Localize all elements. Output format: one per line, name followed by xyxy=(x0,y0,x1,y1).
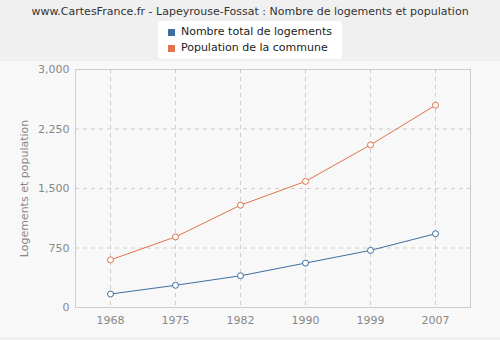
svg-text:0: 0 xyxy=(63,301,70,314)
svg-text:1,500: 1,500 xyxy=(38,182,70,195)
html-text:www.CartesFrance.fr - Lapeyrou: www.CartesFrance.fr - Lapeyrouse-Fossat … xyxy=(31,5,469,18)
svg-text:Logements et population: Logements et population xyxy=(18,120,31,258)
svg-text:2,250: 2,250 xyxy=(38,123,70,136)
html-text:Nombre total de logements: Nombre total de logements xyxy=(180,25,333,38)
html-text:Population de la commune: Population de la commune xyxy=(180,41,328,54)
svg-text:2007: 2007 xyxy=(422,314,450,327)
svg-text:3,000: 3,000 xyxy=(38,63,70,76)
svg-text:1999: 1999 xyxy=(357,314,385,327)
svg-text:1975: 1975 xyxy=(162,314,190,327)
svg-text:1982: 1982 xyxy=(227,314,255,327)
svg-text:1990: 1990 xyxy=(292,314,320,327)
svg-text:1968: 1968 xyxy=(97,314,125,327)
svg-text:750: 750 xyxy=(49,242,70,255)
